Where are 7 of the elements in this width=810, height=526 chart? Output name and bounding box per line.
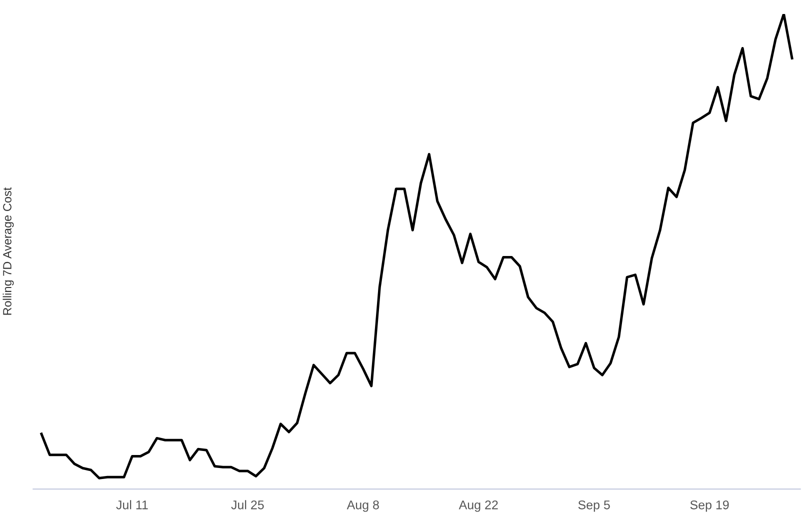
x-tick-label: Sep 5 [578, 500, 610, 512]
x-tick-label: Aug 8 [346, 500, 379, 512]
x-tick-label: Jul 25 [231, 500, 264, 510]
y-axis-title: Rolling 7D Average Cost [2, 187, 14, 315]
x-tick-label: Aug 22 [458, 500, 498, 512]
x-tick-label: Sep 19 [690, 500, 729, 512]
x-tick-label: Jul 11 [116, 500, 148, 510]
